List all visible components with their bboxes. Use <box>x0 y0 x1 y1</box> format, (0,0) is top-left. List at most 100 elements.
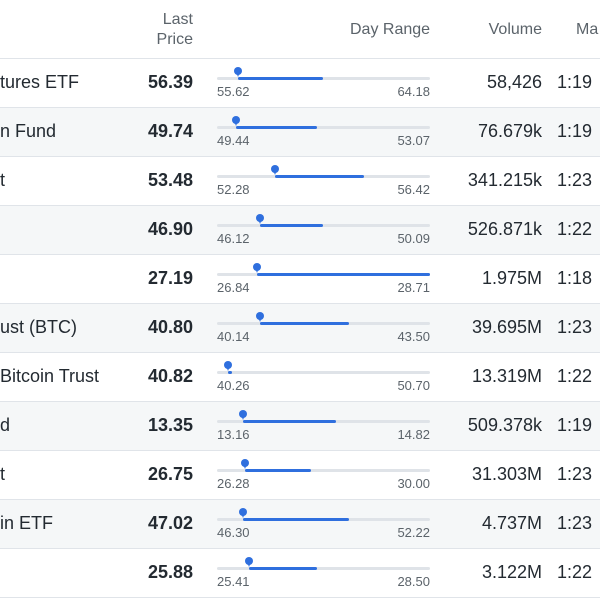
current-price-marker-icon <box>223 361 232 371</box>
last-price: 53.48 <box>147 170 193 190</box>
volume-value: 509.378k <box>467 415 542 435</box>
market-time: 1:22 <box>557 219 593 239</box>
market-time: 1:19 <box>557 121 593 141</box>
market-time: 1:19 <box>557 415 593 435</box>
day-range-bar: 26.84 28.71 <box>217 263 430 297</box>
table-header: Last Price Day Range Volume Ma <box>0 0 600 59</box>
day-range-bar: 52.28 56.42 <box>217 165 430 199</box>
current-price-marker-icon <box>240 459 249 469</box>
market-time: 1:22 <box>557 366 593 386</box>
market-time: 1:19 <box>557 72 593 92</box>
day-high: 64.18 <box>397 84 430 99</box>
last-price: 46.90 <box>147 219 193 239</box>
column-header-volume[interactable]: Volume <box>488 21 542 38</box>
day-range-bar: 40.26 50.70 <box>217 361 430 395</box>
symbol-name[interactable]: Bitcoin Trust <box>0 366 100 386</box>
volume-value: 3.122M <box>481 562 542 582</box>
day-range-track <box>217 567 430 570</box>
volume-value: 76.679k <box>477 121 542 141</box>
last-price: 40.80 <box>147 317 193 337</box>
volume-value: 39.695M <box>471 317 542 337</box>
day-low: 49.44 <box>217 133 250 148</box>
table-row[interactable]: ust (BTC) 40.80 40.14 43.50 39.695M 1:23 <box>0 304 600 353</box>
current-price-marker-icon <box>244 557 253 567</box>
market-time: 1:23 <box>557 317 593 337</box>
volume-value: 58,426 <box>486 72 542 92</box>
day-range-fill <box>259 224 324 227</box>
day-range-fill <box>257 273 430 276</box>
day-range-track <box>217 371 430 374</box>
table-row[interactable]: n Fund 49.74 49.44 53.07 76.679k 1:19 <box>0 108 600 157</box>
day-range-fill <box>259 322 350 325</box>
table-row[interactable]: 46.90 46.12 50.09 526.871k 1:22 <box>0 206 600 255</box>
day-range-bar: 49.44 53.07 <box>217 116 430 150</box>
current-price-marker-icon <box>255 214 264 224</box>
day-range-bar: 13.16 14.82 <box>217 410 430 444</box>
symbol-name[interactable]: t <box>0 170 6 190</box>
day-high: 52.22 <box>397 525 430 540</box>
day-low: 52.28 <box>217 182 250 197</box>
day-range-fill <box>242 518 350 521</box>
day-range-fill <box>227 371 232 374</box>
market-time: 1:23 <box>557 513 593 533</box>
market-time: 1:23 <box>557 170 593 190</box>
symbol-name[interactable]: ust (BTC) <box>0 317 78 337</box>
day-high: 53.07 <box>397 133 430 148</box>
day-range-fill <box>248 567 318 570</box>
last-price: 40.82 <box>147 366 193 386</box>
table-row[interactable]: Bitcoin Trust 40.82 40.26 50.70 13.319M … <box>0 353 600 402</box>
table-row[interactable]: in ETF 47.02 46.30 52.22 4.737M 1:23 <box>0 500 600 549</box>
current-price-marker-icon <box>238 410 247 420</box>
day-high: 56.42 <box>397 182 430 197</box>
last-price: 25.88 <box>147 562 193 582</box>
day-range-bar: 40.14 43.50 <box>217 312 430 346</box>
last-price: 26.75 <box>147 464 193 484</box>
day-range-track <box>217 469 430 472</box>
current-price-marker-icon <box>232 116 241 126</box>
volume-value: 31.303M <box>471 464 542 484</box>
current-price-marker-icon <box>270 165 279 175</box>
table-row[interactable]: 25.88 25.41 28.50 3.122M 1:22 <box>0 549 600 598</box>
table-row[interactable]: tures ETF 56.39 55.62 64.18 58,426 1:19 <box>0 59 600 108</box>
day-range-bar: 46.12 50.09 <box>217 214 430 248</box>
day-range-track <box>217 126 430 129</box>
symbol-name[interactable]: d <box>0 415 11 435</box>
day-low: 55.62 <box>217 84 250 99</box>
day-high: 28.50 <box>397 574 430 589</box>
volume-value: 13.319M <box>471 366 542 386</box>
day-low: 13.16 <box>217 427 250 442</box>
day-high: 50.09 <box>397 231 430 246</box>
symbol-name[interactable]: in ETF <box>0 513 54 533</box>
volume-value: 1.975M <box>481 268 542 288</box>
day-low: 46.12 <box>217 231 250 246</box>
current-price-marker-icon <box>255 312 264 322</box>
day-range-fill <box>274 175 364 178</box>
symbol-name[interactable]: t <box>0 464 6 484</box>
symbol-name[interactable]: tures ETF <box>0 72 80 92</box>
last-price: 27.19 <box>147 268 193 288</box>
table-row[interactable]: t 26.75 26.28 30.00 31.303M 1:23 <box>0 451 600 500</box>
day-range-bar: 26.28 30.00 <box>217 459 430 493</box>
table-row[interactable]: 27.19 26.84 28.71 1.975M 1:18 <box>0 255 600 304</box>
current-price-marker-icon <box>234 67 243 77</box>
table-row[interactable]: t 53.48 52.28 56.42 341.215k 1:23 <box>0 157 600 206</box>
day-range-fill <box>236 126 318 129</box>
last-price: 49.74 <box>147 121 193 141</box>
volume-value: 4.737M <box>481 513 542 533</box>
market-time: 1:22 <box>557 562 593 582</box>
day-range-fill <box>244 469 311 472</box>
column-header-day-range[interactable]: Day Range <box>350 21 431 38</box>
day-high: 30.00 <box>397 476 430 491</box>
column-header-market-time[interactable]: Ma <box>576 21 599 38</box>
day-range-bar: 46.30 52.22 <box>217 508 430 542</box>
day-high: 43.50 <box>397 329 430 344</box>
volume-value: 341.215k <box>467 170 542 190</box>
current-price-marker-icon <box>253 263 262 273</box>
symbol-name[interactable]: n Fund <box>0 121 57 141</box>
day-low: 25.41 <box>217 574 250 589</box>
column-header-last-price[interactable]: Last Price <box>156 11 193 48</box>
day-low: 40.26 <box>217 378 250 393</box>
quote-table-body: tures ETF 56.39 55.62 64.18 58,426 1:19 … <box>0 59 600 598</box>
day-low: 40.14 <box>217 329 250 344</box>
table-row[interactable]: d 13.35 13.16 14.82 509.378k 1:19 <box>0 402 600 451</box>
